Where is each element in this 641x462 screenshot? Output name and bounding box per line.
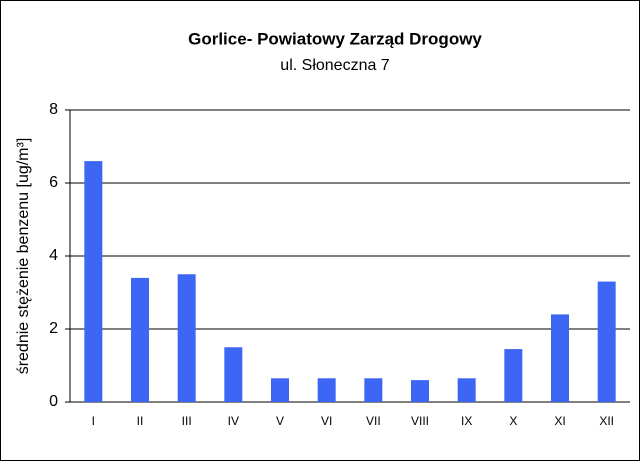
bar — [457, 378, 476, 402]
x-tick-label: IV — [228, 414, 239, 428]
bar — [224, 347, 243, 402]
bar — [131, 277, 149, 402]
chart-subtitle: ul. Słoneczna 7 — [280, 57, 390, 74]
bar — [84, 161, 103, 402]
y-tick-label: 0 — [49, 393, 58, 410]
y-tick-label: 2 — [49, 320, 58, 337]
bar — [504, 349, 523, 402]
bar — [271, 378, 289, 402]
bar — [317, 378, 336, 402]
bar — [364, 378, 383, 402]
y-tick-label: 4 — [49, 247, 58, 264]
x-tick-label: VII — [366, 414, 381, 428]
x-tick-label: I — [92, 414, 95, 428]
x-tick-label: II — [137, 414, 144, 428]
x-tick-label: VIII — [411, 414, 429, 428]
bar — [551, 314, 569, 402]
x-tick-label: IX — [461, 414, 472, 428]
x-tick-label: X — [509, 414, 517, 428]
bar — [411, 380, 429, 402]
x-tick-label: XI — [554, 414, 565, 428]
x-tick-label: VI — [321, 414, 332, 428]
y-tick-label: 8 — [49, 101, 58, 118]
chart-title: Gorlice- Powiatowy Zarząd Drogowy — [188, 29, 482, 48]
x-tick-label: XII — [599, 414, 614, 428]
bar — [597, 281, 616, 402]
y-axis-label: średnie stężenie benzenu [ug/m³] — [15, 138, 32, 375]
y-tick-label: 6 — [49, 174, 58, 191]
bar — [177, 274, 196, 402]
x-tick-label: V — [276, 414, 284, 428]
x-tick-label: III — [182, 414, 192, 428]
